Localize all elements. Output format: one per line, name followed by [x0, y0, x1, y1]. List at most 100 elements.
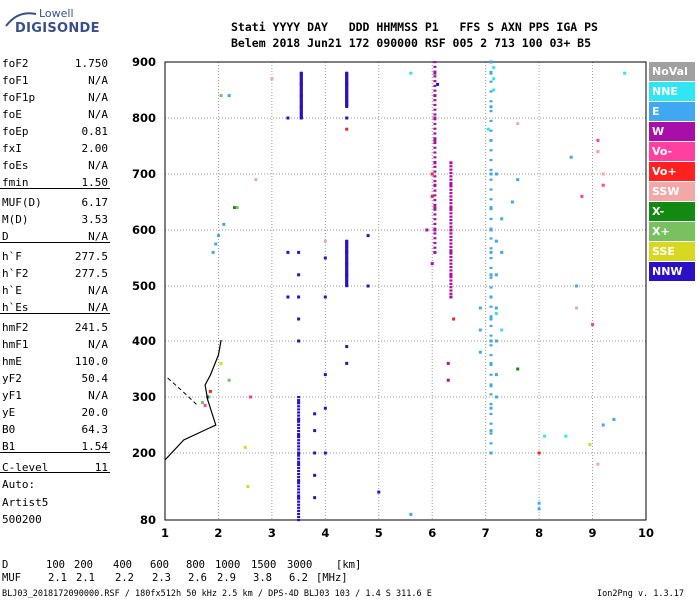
data-point-x-: [200, 401, 204, 405]
echo-trace-mark: [489, 80, 493, 83]
data-point-e: [537, 501, 541, 505]
header-line-1: Stati YYYY DAY DDD HHMMSS P1 FFS S AXN P…: [231, 20, 598, 34]
echo-trace-mark: [489, 363, 493, 366]
data-point-nnw: [345, 116, 349, 120]
echo-trace-mark: [299, 82, 303, 85]
echo-trace-mark: [489, 110, 493, 113]
param-row-foe: foE N/A: [2, 108, 108, 125]
data-point-nnw: [345, 345, 349, 349]
param-name: h`F: [2, 250, 22, 263]
data-point-e: [489, 317, 493, 321]
data-point-vo-: [452, 317, 456, 321]
param-row-ye: yE 20.0: [2, 406, 108, 423]
echo-trace-mark: [449, 181, 453, 185]
echo-trace-mark: [433, 84, 437, 87]
echo-trace-mark: [433, 213, 437, 216]
echo-trace-mark: [345, 248, 349, 251]
param-value: 0.81: [81, 125, 109, 138]
data-point-e: [489, 361, 493, 365]
echo-trace-mark: [299, 104, 303, 107]
param-value: N/A: [88, 159, 108, 172]
echo-trace-mark: [449, 259, 453, 262]
param-name: C-level: [2, 461, 49, 474]
echo-trace-mark: [449, 218, 453, 222]
echo-trace-mark: [433, 61, 437, 64]
data-point-e: [409, 512, 413, 516]
y-tick-label: 600: [132, 223, 156, 237]
echo-trace-mark: [345, 72, 349, 75]
echo-trace-mark: [345, 252, 349, 255]
x-tick-label: 8: [535, 526, 543, 540]
echo-trace-mark: [299, 100, 303, 103]
echo-trace-mark: [449, 296, 453, 299]
echo-trace-mark: [449, 192, 453, 195]
echo-trace-mark: [299, 77, 303, 80]
x-tick-label: 9: [589, 526, 597, 540]
param-name: foEs: [2, 159, 29, 172]
echo-trace-mark: [299, 73, 303, 76]
echo-trace-mark: [297, 500, 301, 503]
muf-frequency-value: 2.9: [217, 572, 236, 584]
data-point-e: [478, 328, 482, 332]
data-point-ssw: [270, 77, 274, 81]
echo-trace-mark: [297, 485, 301, 488]
legend-item-nne: NNE: [649, 82, 695, 101]
param-name: hmF1: [2, 338, 29, 351]
echo-trace-mark: [433, 160, 437, 164]
data-point-ssw: [596, 150, 600, 154]
muf-distance-value: 800: [186, 559, 205, 571]
y-tick-label: 80: [140, 513, 156, 527]
echo-trace-mark: [489, 354, 493, 357]
param-name: foF2: [2, 57, 29, 70]
echo-trace-mark: [489, 403, 493, 406]
echo-trace-mark: [449, 205, 453, 208]
echo-trace-mark: [345, 261, 349, 264]
echo-trace-mark: [299, 101, 303, 104]
data-point-e: [489, 429, 493, 433]
muf-distance-value: 3000: [287, 559, 313, 571]
echo-trace-mark: [433, 189, 437, 192]
echo-trace-mark: [345, 279, 349, 282]
data-point-e: [489, 172, 493, 176]
echo-trace-mark: [489, 442, 493, 445]
echo-trace-mark: [449, 245, 453, 248]
echo-trace-mark: [449, 279, 453, 282]
y-tick-label: 300: [132, 390, 156, 404]
param-name: h`E: [2, 284, 22, 297]
echo-trace-mark: [489, 305, 493, 308]
param-row-h-e: h`E N/A: [2, 284, 108, 301]
echo-trace-mark: [299, 102, 303, 105]
data-point-nnw: [313, 412, 317, 416]
echo-trace-mark: [297, 429, 301, 433]
profile-extrapolation-dashed: [167, 377, 198, 406]
muf-d-label: D: [2, 559, 9, 571]
x-tick-label: 4: [321, 526, 329, 540]
echo-trace-mark: [489, 324, 493, 328]
echo-trace-mark: [433, 122, 437, 126]
echo-trace-mark: [449, 282, 453, 285]
param-name: foE: [2, 108, 22, 121]
param-row-fof1p: foF1p N/A: [2, 91, 108, 108]
data-point-nnw: [323, 406, 327, 410]
echo-trace-mark: [449, 229, 453, 232]
muf-distance-value: 1000: [215, 559, 241, 571]
echo-trace-mark: [297, 426, 301, 429]
echo-trace-mark: [299, 90, 303, 93]
data-point-ssw: [601, 172, 605, 176]
echo-trace-mark: [345, 273, 349, 276]
echo-trace-mark: [433, 141, 437, 145]
data-point-w: [449, 250, 453, 254]
param-name: B1: [2, 440, 16, 453]
echo-trace-mark: [297, 472, 301, 476]
echo-trace-mark: [297, 420, 301, 423]
echo-trace-mark: [433, 127, 437, 130]
param-value: N/A: [88, 389, 108, 402]
param-name: D: [2, 230, 9, 243]
param-value: 2.00: [81, 142, 109, 155]
data-point-e: [569, 155, 573, 159]
data-point-e: [494, 273, 498, 277]
param-value: 277.5: [74, 267, 108, 280]
data-point-nnw: [313, 473, 317, 477]
echo-trace-mark: [433, 132, 437, 135]
echo-trace-mark: [433, 175, 437, 178]
